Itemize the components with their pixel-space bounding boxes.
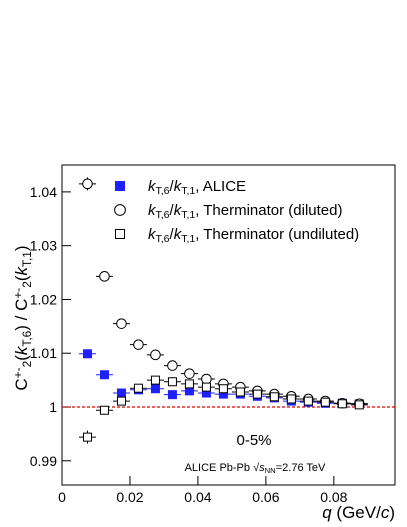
legend-entry: kT,6/kT,1, ALICE bbox=[148, 178, 246, 197]
text-segment: k bbox=[148, 226, 157, 243]
text-segment: c bbox=[381, 503, 390, 522]
marker bbox=[133, 339, 144, 350]
text-segment: +- bbox=[11, 288, 25, 299]
text-segment: T,6 bbox=[20, 330, 34, 346]
text-segment: 2 bbox=[20, 360, 34, 367]
y-tick-label: 1.01 bbox=[30, 345, 57, 361]
x-tick-label: 0.02 bbox=[116, 489, 143, 505]
marker bbox=[150, 375, 160, 385]
marker bbox=[286, 394, 296, 404]
marker bbox=[354, 400, 364, 410]
text-segment: +- bbox=[11, 367, 25, 378]
text-segment: k bbox=[12, 345, 31, 355]
text-segment: , Therminator (diluted) bbox=[195, 202, 342, 219]
text-segment: T,1 bbox=[20, 251, 34, 267]
text-segment: q bbox=[322, 503, 332, 522]
legend-marker bbox=[115, 229, 125, 239]
marker bbox=[82, 349, 92, 359]
text-segment: T,1 bbox=[181, 185, 195, 197]
plot-frame bbox=[61, 164, 396, 486]
y-tick-label: 1.04 bbox=[30, 184, 57, 200]
x-tick-label: 0.04 bbox=[184, 489, 211, 505]
text-segment: , Therminator (undiluted) bbox=[195, 226, 359, 243]
marker bbox=[167, 390, 177, 400]
marker bbox=[337, 399, 347, 409]
text-segment: k bbox=[174, 226, 183, 243]
text-segment: √ bbox=[253, 462, 260, 474]
marker bbox=[269, 392, 279, 402]
text-segment: 0-5% bbox=[236, 432, 271, 449]
text-segment: , ALICE bbox=[195, 178, 246, 195]
text-segment: (GeV/ bbox=[332, 503, 381, 522]
text-segment: ) / C bbox=[12, 299, 31, 331]
legend-marker bbox=[115, 181, 125, 191]
text-segment: T,6 bbox=[156, 185, 170, 197]
y-tick-label: 0.99 bbox=[30, 453, 57, 469]
text-segment: C bbox=[12, 378, 31, 390]
y-tick-label: 1.03 bbox=[30, 238, 57, 254]
marker bbox=[82, 432, 92, 442]
marker bbox=[133, 383, 143, 393]
marker bbox=[150, 384, 160, 394]
system-annotation: ALICE Pb-Pb √sNN=2.76 TeV bbox=[185, 462, 326, 475]
text-segment: / bbox=[170, 178, 175, 195]
text-segment: NN bbox=[265, 466, 276, 475]
legend-marker bbox=[114, 204, 126, 216]
legend-entry: kT,6/kT,1, Therminator (undiluted) bbox=[148, 226, 359, 245]
x-tick-label: 0 bbox=[58, 489, 66, 505]
legend-entry: kT,6/kT,1, Therminator (diluted) bbox=[148, 202, 343, 221]
marker bbox=[150, 349, 161, 361]
y-axis-label: C+-2(kT,6) / C+-2(kT,1) bbox=[11, 245, 34, 390]
text-segment: T,1 bbox=[181, 209, 195, 221]
marker bbox=[167, 360, 178, 371]
text-segment: k bbox=[174, 202, 183, 219]
marker bbox=[116, 318, 127, 329]
y-tick-label: 1.02 bbox=[30, 291, 57, 307]
text-segment: k bbox=[174, 178, 183, 195]
marker bbox=[99, 271, 110, 282]
marker bbox=[218, 384, 228, 394]
text-segment: / bbox=[170, 202, 175, 219]
text-segment: 2 bbox=[20, 281, 34, 288]
centrality-annotation: 0-5% bbox=[236, 432, 271, 449]
marker bbox=[303, 396, 313, 406]
marker bbox=[167, 377, 177, 387]
marker bbox=[184, 368, 195, 379]
x-tick-label: 0.06 bbox=[252, 489, 279, 505]
y-tick-label: 1 bbox=[49, 399, 57, 415]
text-segment: / bbox=[170, 226, 175, 243]
x-axis-label: q (GeV/c) bbox=[322, 503, 395, 522]
text-segment: ALICE Pb-Pb bbox=[185, 462, 253, 474]
text-segment: ( bbox=[12, 355, 31, 361]
marker bbox=[235, 387, 245, 397]
marker bbox=[201, 373, 212, 385]
text-segment: T,6 bbox=[156, 233, 170, 245]
marker bbox=[116, 388, 126, 398]
marker bbox=[252, 389, 262, 399]
marker bbox=[99, 370, 109, 380]
text-segment: k bbox=[148, 202, 157, 219]
text-segment: =2.76 TeV bbox=[276, 462, 326, 474]
marker bbox=[116, 396, 126, 406]
text-segment: ) bbox=[389, 503, 395, 522]
x-tick-label: 0.08 bbox=[320, 489, 347, 505]
text-segment: s bbox=[259, 462, 265, 474]
marker bbox=[99, 405, 109, 415]
text-segment: T,1 bbox=[181, 233, 195, 245]
text-segment: ( bbox=[12, 275, 31, 281]
marker bbox=[201, 382, 211, 392]
text-segment: ) bbox=[12, 245, 31, 251]
text-segment: k bbox=[148, 178, 157, 195]
text-segment: k bbox=[12, 265, 31, 275]
marker bbox=[320, 397, 330, 407]
marker bbox=[184, 379, 194, 389]
marker bbox=[82, 178, 93, 190]
text-segment: T,6 bbox=[156, 209, 170, 221]
